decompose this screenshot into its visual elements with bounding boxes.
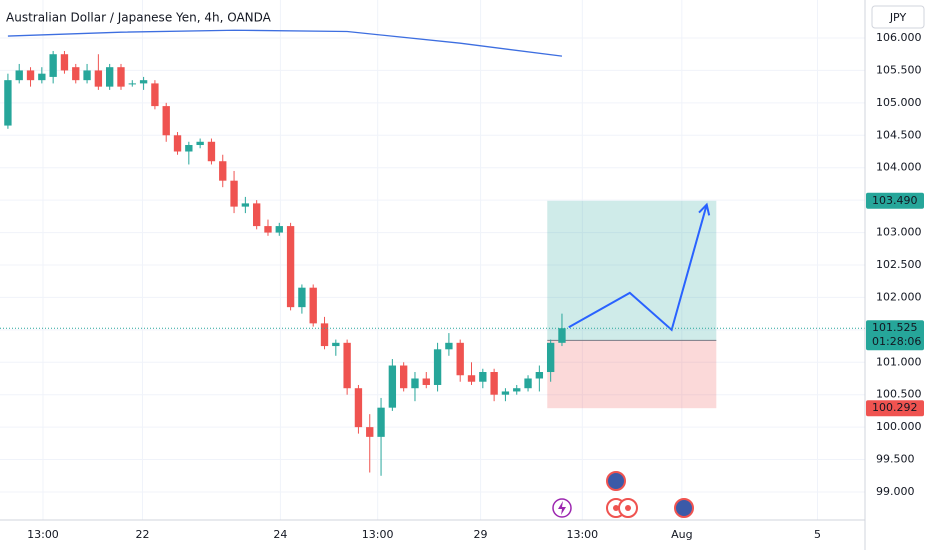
price-badge xyxy=(866,192,924,209)
countdown: 01:28:06 xyxy=(872,335,921,348)
candle-body xyxy=(106,67,114,87)
y-tick-label: 99.500 xyxy=(876,453,915,466)
event-icon xyxy=(613,505,619,511)
candle-body xyxy=(445,342,453,350)
stop-zone xyxy=(547,340,717,409)
price-badge xyxy=(866,320,924,351)
price-badge-label: 103.490 xyxy=(872,194,918,207)
candle-body xyxy=(4,80,12,126)
event-icon xyxy=(606,471,626,491)
candle-body xyxy=(207,141,216,162)
candle-body xyxy=(524,378,532,389)
y-tick-label: 100.000 xyxy=(876,420,922,433)
y-tick-label: 104.000 xyxy=(876,161,922,174)
candle-body xyxy=(117,67,125,87)
candle-body xyxy=(219,161,227,181)
candle-body xyxy=(433,349,442,385)
y-tick-label: 105.500 xyxy=(876,63,922,76)
x-tick-label: 13:00 xyxy=(27,528,59,541)
event-icon xyxy=(625,505,631,511)
candle-body xyxy=(15,70,23,81)
x-tick-label: 13:00 xyxy=(566,528,598,541)
candle-body xyxy=(343,342,351,389)
x-tick-label: Aug xyxy=(671,528,692,541)
price-badge xyxy=(866,400,924,417)
candle-body xyxy=(467,375,476,382)
y-tick-label: 100.500 xyxy=(876,388,922,401)
y-tick-label: 104.500 xyxy=(876,128,922,141)
candle-body xyxy=(479,372,487,382)
candle-body xyxy=(252,203,261,227)
y-tick-label: 102.500 xyxy=(876,258,922,271)
candle-body xyxy=(309,287,317,324)
candle-body xyxy=(196,141,204,146)
y-tick-label: 101.000 xyxy=(876,355,922,368)
candle-body xyxy=(388,365,397,408)
x-tick-label: 5 xyxy=(814,528,821,541)
candle-body xyxy=(241,203,250,207)
plot xyxy=(0,29,865,476)
candle-body xyxy=(26,70,35,81)
x-tick-label: 22 xyxy=(135,528,149,541)
candle-body xyxy=(546,342,555,373)
candle-body xyxy=(354,388,363,428)
target-zone xyxy=(547,200,717,341)
candle-body xyxy=(535,372,544,379)
candle-body xyxy=(320,323,329,347)
candle-body xyxy=(49,54,57,77)
price-badge-label: 100.292 xyxy=(872,401,918,414)
candle-body xyxy=(60,54,69,71)
projection-arrowhead xyxy=(698,202,711,216)
price-badge-label: 101.525 xyxy=(872,321,918,334)
candle-body xyxy=(151,83,159,107)
candle-body xyxy=(139,80,148,84)
candle-body xyxy=(128,83,136,85)
x-tick-label: 13:00 xyxy=(362,528,394,541)
candle-body xyxy=(501,391,510,395)
candle-body xyxy=(558,328,566,343)
event-icon xyxy=(674,498,694,518)
candle-body xyxy=(411,378,419,389)
candle-body xyxy=(513,388,521,392)
candle-body xyxy=(94,70,103,87)
y-tick-label: 99.000 xyxy=(876,485,915,498)
event-icon xyxy=(558,501,566,515)
candle-body xyxy=(366,427,374,437)
projection-path xyxy=(568,204,708,332)
y-tick-label: 103.000 xyxy=(876,226,922,239)
x-tick-label: 24 xyxy=(273,528,287,541)
candle-body xyxy=(38,73,46,81)
candle-body xyxy=(72,67,80,81)
y-tick-label: 106.000 xyxy=(876,31,922,44)
candle-body xyxy=(83,70,91,81)
candle-body xyxy=(332,342,340,347)
candle-body xyxy=(377,407,385,437)
candle-body xyxy=(490,372,498,395)
y-tick-label: 105.000 xyxy=(876,96,922,109)
event-icons xyxy=(552,471,694,518)
moving-average xyxy=(7,29,563,57)
candle-body xyxy=(162,106,170,136)
candle-body xyxy=(422,378,430,385)
currency-button[interactable] xyxy=(871,5,925,29)
candle-body xyxy=(264,226,272,233)
y-tick-label: 102.000 xyxy=(876,290,922,303)
candle-body xyxy=(399,365,408,389)
candle-body xyxy=(185,145,193,152)
candle-body xyxy=(286,226,295,308)
chart-title: Australian Dollar / Japanese Yen, 4h, OA… xyxy=(6,11,272,25)
candle-body xyxy=(275,226,283,233)
grid xyxy=(0,0,865,520)
candle-body xyxy=(173,135,182,152)
currency[interactable]: JPY xyxy=(889,11,907,24)
x-tick-label: 29 xyxy=(474,528,488,541)
candle-body xyxy=(298,287,306,308)
candle-body xyxy=(456,342,464,376)
candle-body xyxy=(230,180,238,207)
